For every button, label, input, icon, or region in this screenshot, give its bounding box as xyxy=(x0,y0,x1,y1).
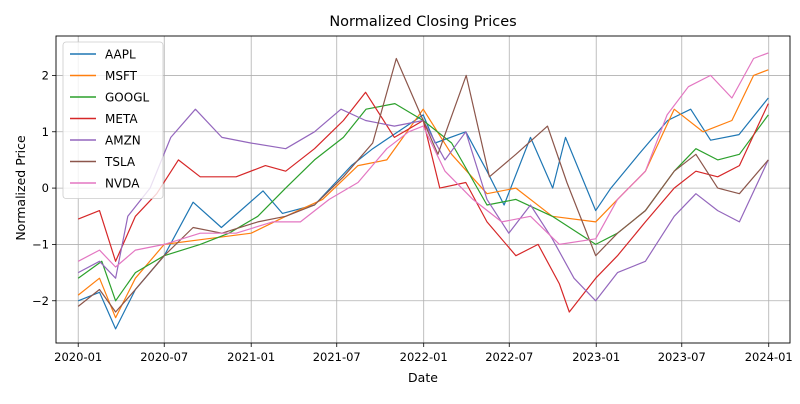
series-line-amzn xyxy=(77,108,769,302)
series-line-googl xyxy=(77,102,769,302)
y-tick-label: 1 xyxy=(42,125,49,139)
plot-lines xyxy=(77,52,769,330)
series-line-msft xyxy=(77,69,769,319)
y-tick-label: −1 xyxy=(32,237,49,251)
legend-label-meta: META xyxy=(105,112,138,126)
series-line-meta xyxy=(77,91,769,313)
y-axis-label: Normalized Price xyxy=(13,135,28,241)
legend-box xyxy=(62,41,164,199)
y-tick-label: −2 xyxy=(32,294,49,308)
x-tick-label: 2022-01 xyxy=(400,350,448,364)
series-line-nvda xyxy=(77,52,769,268)
legend-label-aapl: AAPL xyxy=(105,48,136,62)
x-tick-label: 2020-01 xyxy=(54,350,102,364)
x-tick-label: 2023-01 xyxy=(572,350,620,364)
series-line-aapl xyxy=(77,97,769,330)
grid xyxy=(56,36,790,343)
y-tick-label: 0 xyxy=(42,181,49,195)
x-tick-label: 2022-07 xyxy=(485,350,533,364)
x-tick-label: 2020-07 xyxy=(140,350,188,364)
x-tick-label: 2024-01 xyxy=(745,350,793,364)
legend: AAPL MSFT GOOGL META AMZN TSLA NVDA xyxy=(62,41,164,199)
x-tick-label: 2021-07 xyxy=(313,350,361,364)
plot-frame xyxy=(55,35,791,344)
y-axis: −2 −1 0 1 2 xyxy=(32,68,56,308)
x-tick-label: 2021-01 xyxy=(227,350,275,364)
legend-label-tsla: TSLA xyxy=(104,155,136,169)
x-axis-label: Date xyxy=(408,370,438,385)
legend-label-amzn: AMZN xyxy=(105,134,141,148)
y-tick-label: 2 xyxy=(42,68,49,82)
series-line-tsla xyxy=(77,57,769,313)
legend-label-nvda: NVDA xyxy=(105,177,140,191)
legend-label-googl: GOOGL xyxy=(105,91,149,105)
legend-label-msft: MSFT xyxy=(105,69,138,83)
x-tick-label: 2023-07 xyxy=(658,350,706,364)
chart-title: Normalized Closing Prices xyxy=(329,14,516,30)
x-axis: 2020-01 2020-07 2021-01 2021-07 2022-01 2022-… xyxy=(54,343,793,364)
